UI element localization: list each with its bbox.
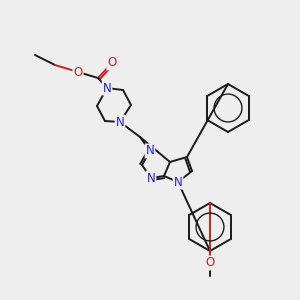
Text: N: N xyxy=(147,172,155,184)
Text: N: N xyxy=(103,82,111,94)
Text: N: N xyxy=(116,116,124,128)
Text: O: O xyxy=(107,56,117,70)
Text: N: N xyxy=(174,176,182,188)
Text: N: N xyxy=(146,145,154,158)
Text: O: O xyxy=(74,65,82,79)
Text: O: O xyxy=(206,256,214,269)
